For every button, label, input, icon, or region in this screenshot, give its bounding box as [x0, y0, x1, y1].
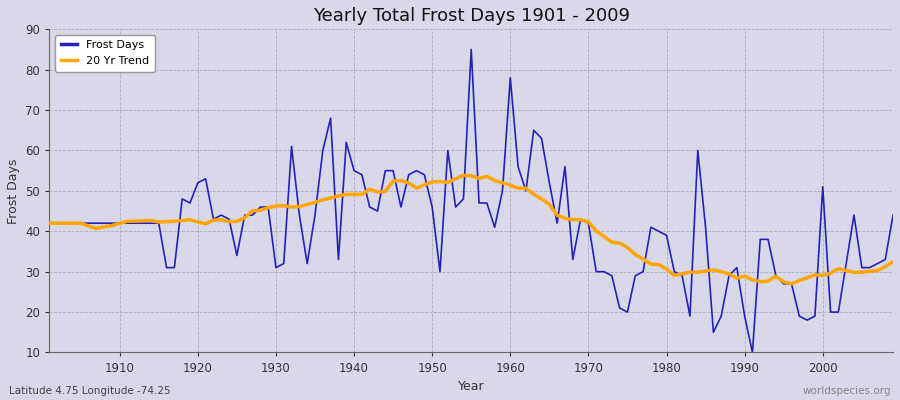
20 Yr Trend	[513, 186, 524, 190]
Frost Days	[505, 75, 516, 80]
Frost Days	[278, 261, 289, 266]
20 Yr Trend	[106, 223, 117, 228]
Title: Yearly Total Frost Days 1901 - 2009: Yearly Total Frost Days 1901 - 2009	[312, 7, 630, 25]
Text: Latitude 4.75 Longitude -74.25: Latitude 4.75 Longitude -74.25	[9, 386, 171, 396]
Frost Days	[106, 221, 117, 226]
20 Yr Trend	[607, 240, 617, 245]
Line: 20 Yr Trend: 20 Yr Trend	[50, 175, 893, 284]
Frost Days	[466, 47, 477, 52]
20 Yr Trend	[278, 203, 289, 208]
Frost Days	[607, 273, 617, 278]
Y-axis label: Frost Days: Frost Days	[7, 158, 20, 224]
X-axis label: Year: Year	[458, 380, 484, 393]
Frost Days	[887, 213, 898, 218]
20 Yr Trend	[325, 196, 336, 200]
Line: Frost Days: Frost Days	[50, 50, 893, 352]
Frost Days	[44, 221, 55, 226]
20 Yr Trend	[458, 173, 469, 178]
Frost Days	[325, 116, 336, 120]
Text: worldspecies.org: worldspecies.org	[803, 386, 891, 396]
20 Yr Trend	[505, 183, 516, 188]
20 Yr Trend	[887, 259, 898, 264]
Legend: Frost Days, 20 Yr Trend: Frost Days, 20 Yr Trend	[55, 35, 155, 72]
20 Yr Trend	[44, 221, 55, 226]
Frost Days	[747, 350, 758, 355]
20 Yr Trend	[786, 281, 796, 286]
Frost Days	[513, 164, 524, 169]
